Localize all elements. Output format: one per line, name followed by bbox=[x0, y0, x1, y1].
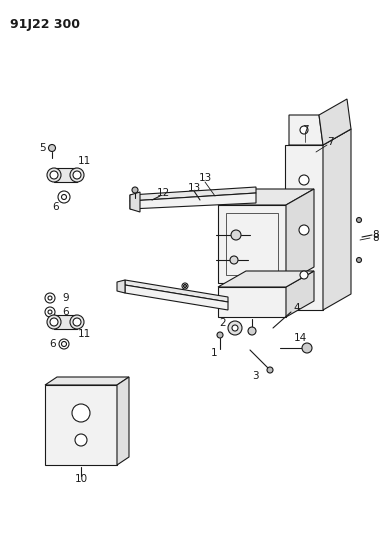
Polygon shape bbox=[125, 285, 228, 310]
Text: 91J22 300: 91J22 300 bbox=[10, 18, 80, 31]
Circle shape bbox=[228, 321, 242, 335]
Ellipse shape bbox=[70, 315, 84, 329]
Text: 10: 10 bbox=[74, 474, 88, 484]
Polygon shape bbox=[117, 377, 129, 465]
Text: 6: 6 bbox=[53, 202, 59, 212]
Ellipse shape bbox=[47, 315, 61, 329]
Circle shape bbox=[48, 144, 56, 151]
Circle shape bbox=[75, 434, 87, 446]
Polygon shape bbox=[218, 271, 314, 287]
Polygon shape bbox=[289, 129, 351, 145]
Text: 8: 8 bbox=[373, 233, 379, 243]
Polygon shape bbox=[54, 168, 77, 182]
Ellipse shape bbox=[70, 168, 84, 182]
Circle shape bbox=[50, 318, 58, 326]
Text: 2: 2 bbox=[220, 318, 226, 328]
Circle shape bbox=[299, 175, 309, 185]
Text: 7: 7 bbox=[327, 137, 333, 147]
Polygon shape bbox=[286, 271, 314, 317]
Text: 6: 6 bbox=[49, 339, 56, 349]
Circle shape bbox=[72, 404, 90, 422]
Circle shape bbox=[299, 225, 309, 235]
Circle shape bbox=[231, 230, 241, 240]
Text: 9: 9 bbox=[63, 293, 69, 303]
Circle shape bbox=[357, 217, 362, 222]
Polygon shape bbox=[323, 129, 351, 310]
Circle shape bbox=[61, 195, 66, 199]
Circle shape bbox=[300, 271, 308, 279]
Polygon shape bbox=[218, 189, 314, 205]
Text: 6: 6 bbox=[63, 307, 69, 317]
Circle shape bbox=[230, 256, 238, 264]
Circle shape bbox=[73, 171, 81, 179]
Polygon shape bbox=[45, 385, 117, 465]
Circle shape bbox=[302, 343, 312, 353]
Text: 13: 13 bbox=[198, 173, 212, 183]
Polygon shape bbox=[285, 145, 323, 310]
Text: 13: 13 bbox=[187, 183, 201, 193]
Polygon shape bbox=[130, 192, 140, 212]
Text: 12: 12 bbox=[156, 188, 170, 198]
Polygon shape bbox=[125, 280, 228, 302]
Circle shape bbox=[300, 126, 308, 134]
Text: 8: 8 bbox=[373, 230, 379, 240]
Circle shape bbox=[48, 296, 52, 300]
Circle shape bbox=[267, 367, 273, 373]
Polygon shape bbox=[286, 189, 314, 283]
Circle shape bbox=[61, 342, 66, 346]
Polygon shape bbox=[218, 287, 286, 317]
Text: 3: 3 bbox=[252, 371, 258, 381]
Polygon shape bbox=[54, 315, 77, 329]
Circle shape bbox=[132, 187, 138, 193]
Polygon shape bbox=[117, 280, 125, 293]
Circle shape bbox=[50, 171, 58, 179]
Polygon shape bbox=[218, 205, 286, 283]
Text: 1: 1 bbox=[211, 348, 217, 358]
Text: 4: 4 bbox=[294, 303, 300, 313]
Text: 7: 7 bbox=[302, 125, 308, 135]
Polygon shape bbox=[319, 99, 351, 145]
Text: 5: 5 bbox=[39, 143, 46, 153]
Circle shape bbox=[183, 285, 187, 287]
Polygon shape bbox=[289, 115, 323, 145]
Circle shape bbox=[73, 318, 81, 326]
Ellipse shape bbox=[47, 168, 61, 182]
Circle shape bbox=[182, 283, 188, 289]
Text: 11: 11 bbox=[77, 156, 91, 166]
Circle shape bbox=[217, 332, 223, 338]
Circle shape bbox=[248, 327, 256, 335]
Polygon shape bbox=[45, 377, 129, 385]
Polygon shape bbox=[130, 187, 256, 201]
Circle shape bbox=[357, 257, 362, 262]
Circle shape bbox=[48, 310, 52, 314]
Text: 11: 11 bbox=[77, 329, 91, 339]
Text: 14: 14 bbox=[293, 333, 307, 343]
Circle shape bbox=[232, 325, 238, 331]
Polygon shape bbox=[130, 193, 256, 209]
